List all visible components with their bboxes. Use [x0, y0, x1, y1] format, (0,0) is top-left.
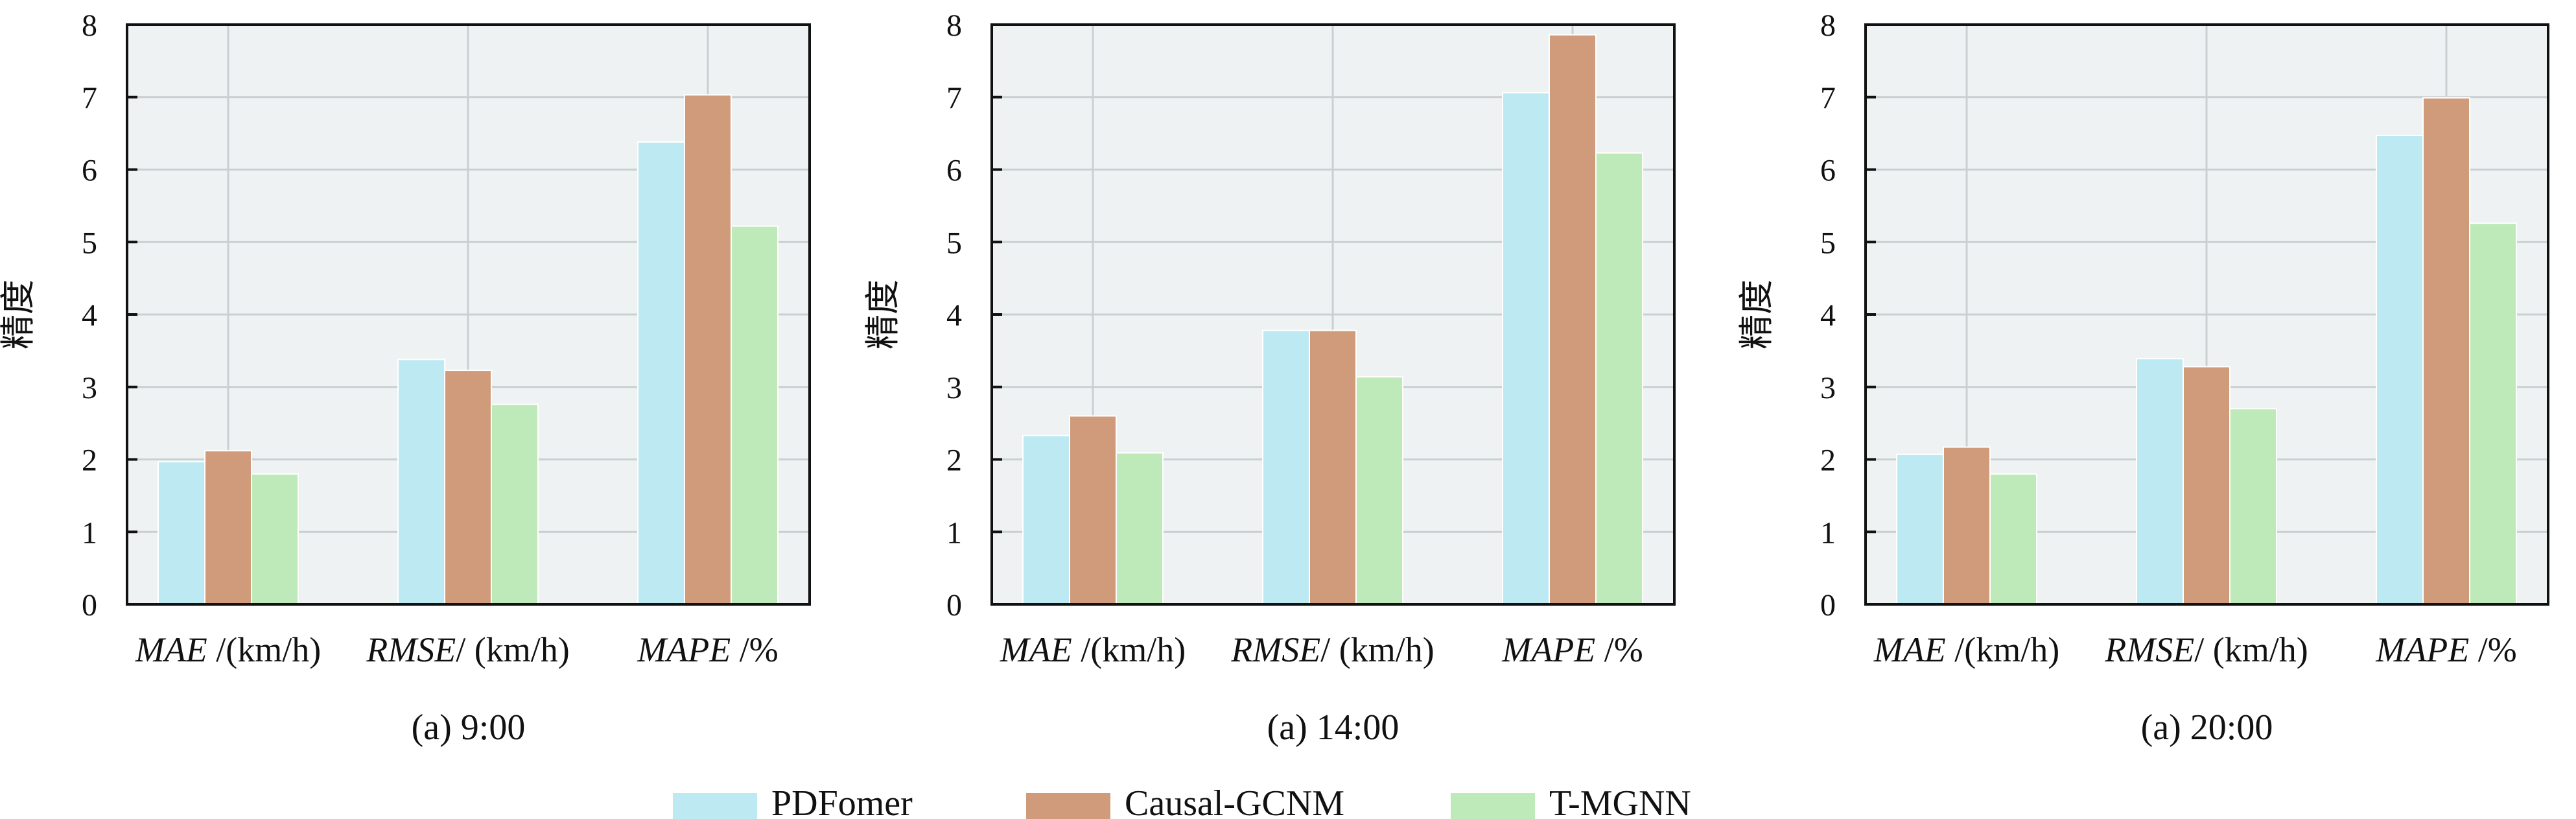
bar-pdfomer-mae — [1022, 434, 1070, 605]
legend-swatch-causal-gcnm — [1026, 793, 1110, 819]
y-tick-label: 6 — [946, 154, 962, 188]
y-tick-label: 6 — [1820, 154, 1836, 188]
y-tick-label: 1 — [82, 516, 97, 550]
y-tick-label: 0 — [82, 588, 97, 623]
legend-swatch-t-mgnn — [1451, 793, 1535, 819]
bar-t-mgnn-mape — [2469, 222, 2517, 605]
y-tick-label: 3 — [82, 371, 97, 405]
y-tick-label: 4 — [82, 298, 97, 333]
x-category-label-rmse: RMSE/ (km/h) — [366, 630, 569, 669]
bar-causal-gcnm-mae — [204, 450, 252, 606]
y-tick-label: 1 — [1820, 516, 1836, 550]
bar-causal-gcnm-mae — [1943, 446, 1991, 605]
x-category-label-mape: MAPE /% — [1501, 630, 1643, 669]
legend-label-causal-gcnm: Causal-GCNM — [1125, 783, 1344, 819]
y-tick-label: 5 — [82, 226, 97, 260]
bar-causal-gcnm-rmse — [444, 370, 492, 605]
y-tick-label: 6 — [82, 154, 97, 188]
chart-panels: 0 1 2 3 4 5 6 7 8 精度 MAE /(km/h) RMSE/ (km/h) MAPE /… — [0, 8, 2549, 748]
chart-panel-1: 0 1 2 3 4 5 6 7 8 精度 MAE /(km/h) RMSE/ (km/h) MAPE /… — [0, 8, 811, 748]
y-tick-label: 3 — [946, 371, 962, 405]
x-category-label-mae: MAE /(km/h) — [1873, 630, 2059, 669]
y-axis-label: 精度 — [1737, 279, 1776, 350]
y-tick-label: 8 — [82, 8, 97, 43]
y-tick-label: 4 — [946, 298, 962, 333]
y-tick-label: 7 — [946, 81, 962, 115]
y-tick-label: 5 — [946, 226, 962, 260]
bar-t-mgnn-mape — [1595, 152, 1643, 606]
panel-caption: (a) 9:00 — [412, 707, 526, 748]
y-tick-label: 8 — [1820, 8, 1836, 43]
bar-t-mgnn-mae — [1989, 473, 2037, 605]
y-axis-label: 精度 — [0, 279, 38, 350]
x-category-label-rmse: RMSE/ (km/h) — [2104, 630, 2308, 669]
y-tick-label: 0 — [946, 588, 962, 623]
y-tick-label: 7 — [82, 81, 97, 115]
chart-panel-3: 0 1 2 3 4 5 6 7 8 精度 MAE /(km/h) RMSE/ (km/h) MAPE /… — [1737, 8, 2549, 748]
bar-t-mgnn-rmse — [1355, 376, 1403, 605]
x-category-label-mae: MAE /(km/h) — [1000, 630, 1186, 669]
legend-label-t-mgnn: T-MGNN — [1549, 783, 1691, 819]
panel-caption: (a) 20:00 — [2141, 707, 2273, 748]
bar-t-mgnn-rmse — [2229, 408, 2277, 606]
bar-pdfomer-mae — [158, 460, 205, 605]
x-category-label-mape: MAPE /% — [637, 630, 778, 669]
y-tick-label: 2 — [1820, 444, 1836, 478]
bar-t-mgnn-rmse — [491, 403, 539, 605]
bar-pdfomer-mape — [1502, 92, 1550, 606]
y-tick-label: 5 — [1820, 226, 1836, 260]
legend: PDFomer Causal-GCNM T-MGNN — [673, 783, 1691, 819]
y-axis-label: 精度 — [863, 279, 902, 350]
panel-caption: (a) 14:00 — [1267, 707, 1399, 748]
y-tick-label: 2 — [946, 444, 962, 478]
bar-pdfomer-rmse — [397, 359, 445, 605]
y-tick-label: 2 — [82, 444, 97, 478]
x-category-label-mape: MAPE /% — [2375, 630, 2516, 669]
chart-panel-2: 0 1 2 3 4 5 6 7 8 精度 MAE /(km/h) RMSE/ (km/h) MAPE /… — [863, 8, 1676, 748]
bar-causal-gcnm-rmse — [2183, 366, 2231, 606]
bar-causal-gcnm-mape — [1549, 34, 1597, 605]
bar-pdfomer-mae — [1896, 453, 1944, 605]
x-category-label-rmse: RMSE/ (km/h) — [1230, 630, 1434, 669]
y-tick-label: 0 — [1820, 588, 1836, 623]
legend-label-pdfomer: PDFomer — [771, 783, 913, 819]
bar-causal-gcnm-mape — [2422, 97, 2470, 605]
bar-pdfomer-mape — [2376, 134, 2424, 606]
bar-causal-gcnm-mae — [1069, 415, 1117, 605]
bar-pdfomer-rmse — [1262, 329, 1310, 605]
bar-t-mgnn-mae — [1116, 452, 1164, 605]
bar-pdfomer-rmse — [2136, 358, 2184, 605]
x-category-label-mae: MAE /(km/h) — [135, 630, 321, 669]
bar-t-mgnn-mae — [251, 473, 299, 605]
legend-swatch-pdfomer — [673, 793, 757, 819]
bar-causal-gcnm-rmse — [1309, 329, 1357, 605]
y-tick-label: 3 — [1820, 371, 1836, 405]
bar-causal-gcnm-mape — [684, 94, 732, 605]
bar-pdfomer-mape — [637, 141, 685, 606]
y-tick-label: 8 — [946, 8, 962, 43]
bar-t-mgnn-mape — [731, 225, 779, 606]
y-tick-label: 7 — [1820, 81, 1836, 115]
y-tick-label: 4 — [1820, 298, 1836, 333]
y-tick-label: 1 — [946, 516, 962, 550]
